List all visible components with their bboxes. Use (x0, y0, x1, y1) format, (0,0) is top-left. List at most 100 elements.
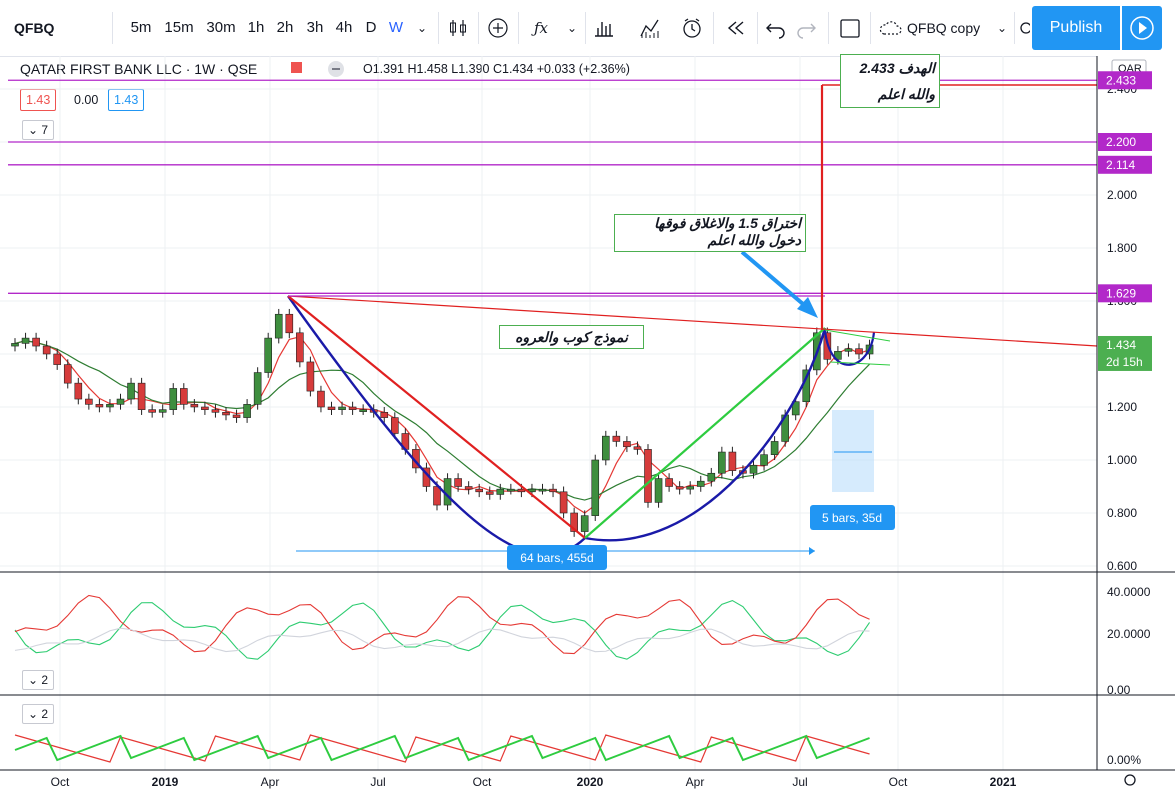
interval-1h[interactable]: 1h (247, 19, 265, 36)
candle-body (222, 411, 230, 416)
measure-label-box (507, 545, 607, 570)
replay-icon[interactable] (722, 14, 750, 42)
publish-button[interactable]: Publish (1032, 6, 1120, 50)
candle-body (760, 454, 768, 466)
templates-icon[interactable] (636, 14, 664, 42)
candle-body (63, 364, 72, 384)
candle-body (570, 512, 578, 532)
flag-icon[interactable] (291, 62, 302, 73)
grid (0, 56, 1097, 770)
interval-3h[interactable]: 3h (306, 19, 324, 36)
candle-body (475, 488, 484, 493)
target-note-line2: والله اعلم (877, 86, 935, 102)
toolbar-divider (438, 12, 439, 44)
candle-body (74, 382, 83, 400)
interval-15m[interactable]: 15m (164, 19, 194, 36)
moving-averages (14, 336, 870, 514)
candles-icon[interactable] (444, 14, 472, 42)
interval-4h[interactable]: 4h (335, 19, 353, 36)
candle-body (823, 332, 832, 360)
price-tick-label: 1.400 (1107, 347, 1137, 361)
function-icon[interactable]: ƒx (533, 19, 548, 37)
channel-bottom (829, 361, 891, 366)
candle-body (21, 337, 30, 344)
price-axis-bg (1097, 56, 1175, 800)
candle-body (359, 409, 367, 412)
candle-body (844, 348, 853, 352)
breakout-note-line1: اختراق 1.5 والاغلاق فوقها (654, 215, 801, 231)
candle-body (665, 478, 673, 487)
indicators-toggle[interactable]: ⌄ 7 (22, 120, 54, 140)
interval-2h[interactable]: 2h (276, 19, 294, 36)
candle-body (485, 491, 494, 495)
spread-value: 0.00 (74, 93, 99, 107)
chevron-down-icon[interactable]: ⌄ (566, 21, 578, 35)
interval-5m[interactable]: 5m (130, 19, 152, 36)
candle-body (201, 406, 209, 410)
price-label: 2.200 (1106, 135, 1136, 149)
play-button[interactable] (1122, 6, 1162, 50)
chevron-down-icon: ⌄ (27, 707, 42, 721)
measure-arrowhead (809, 547, 815, 555)
candle-body (148, 409, 156, 413)
target-note[interactable]: الهدف 2.433 والله اعلم (840, 54, 940, 108)
pane3-toggle[interactable]: ⌄ 2 (22, 704, 54, 724)
interval-w[interactable]: W (388, 19, 404, 36)
price-tick-label: 2.200 (1107, 135, 1137, 149)
ohlc-readout: O1.391 H1.458 L1.390 C1.434 +0.033 (+2.3… (363, 62, 630, 76)
aroon-up-line (14, 734, 870, 762)
candle-body (770, 441, 779, 456)
settings-icon[interactable] (1016, 14, 1030, 42)
candle-body (306, 361, 315, 392)
interval-d[interactable]: D (365, 19, 377, 36)
candle-body (106, 404, 114, 408)
pane2-toggle[interactable]: ⌄ 2 (22, 670, 54, 690)
candle-body (127, 382, 135, 400)
alert-clock-icon[interactable] (678, 14, 706, 42)
candle-body (612, 435, 621, 442)
undo-icon[interactable] (762, 14, 790, 42)
candle-body (855, 348, 863, 355)
candle-body (380, 411, 389, 418)
chevron-down-icon[interactable]: ⌄ (416, 21, 428, 35)
candle-body (707, 472, 716, 482)
bid-price: 1.43 (20, 89, 57, 111)
candle-body (591, 459, 600, 516)
chevron-down-icon[interactable]: ⌄ (996, 21, 1008, 35)
candle-body (538, 488, 547, 492)
candle-body (623, 441, 631, 448)
drawings: 64 bars, 455d 5 bars, 35d (287, 84, 1098, 570)
interval-30m[interactable]: 30m (206, 19, 236, 36)
pattern-note[interactable]: نموذج كوب والعروه (499, 325, 644, 349)
ask-price: 1.43 (108, 89, 145, 111)
cloud-icon[interactable] (876, 14, 904, 42)
minus-icon[interactable] (328, 61, 344, 77)
candle-body (274, 313, 283, 339)
candle-body (739, 470, 747, 474)
time-tick-label: Jul (792, 775, 807, 789)
candle-body (559, 491, 568, 514)
di-plus-line (14, 599, 871, 660)
candle-body (696, 480, 705, 487)
candle-body (317, 390, 325, 408)
candle-body (781, 414, 789, 442)
add-indicator-icon[interactable] (484, 14, 512, 42)
toolbar-divider (713, 12, 714, 44)
candle-body (190, 404, 199, 408)
target-note-line1: الهدف 2.433 (859, 60, 935, 76)
fullscreen-square-icon[interactable] (836, 14, 864, 42)
breakout-note[interactable]: اختراق 1.5 والاغلاق فوقها دخول والله اعل… (614, 214, 806, 252)
price-label-box (1098, 284, 1152, 303)
symbol-search[interactable]: QFBQ (14, 20, 55, 36)
series-title: QATAR FIRST BANK LLC · 1W · QSE (20, 61, 258, 77)
horizontal-levels (8, 79, 1097, 294)
candle-body (718, 451, 726, 474)
redo-icon[interactable] (792, 14, 820, 42)
bar-chart-icon[interactable] (590, 14, 618, 42)
candle-body (749, 464, 758, 474)
candle-body (633, 446, 642, 450)
price-label: 1.434 (1106, 338, 1136, 352)
layout-name[interactable]: QFBQ copy (907, 20, 981, 36)
candle-body (443, 478, 452, 506)
price-tick-label: 1.800 (1107, 241, 1137, 255)
